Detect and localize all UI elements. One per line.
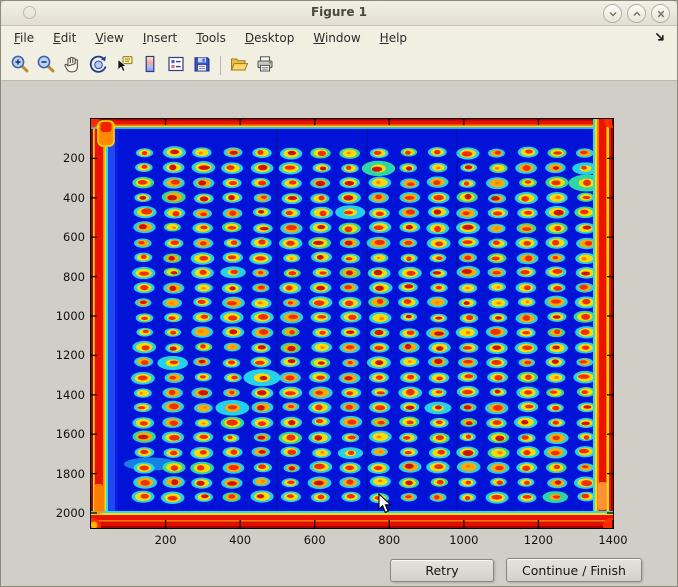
- x-tick-label: 600: [303, 533, 326, 547]
- x-tick-label: 800: [378, 533, 401, 547]
- retry-button[interactable]: Retry: [390, 559, 494, 582]
- window-menu-button[interactable]: [23, 6, 36, 19]
- insert-colorbar-icon: [140, 54, 160, 77]
- y-tick-label: 800: [63, 269, 85, 284]
- figure-canvas: Retry Continue / Finish 200 400 600 800 1000…: [1, 81, 677, 586]
- y-tick-label: 1800: [55, 466, 85, 481]
- zoom-out-button[interactable]: [33, 53, 59, 77]
- titlebar[interactable]: Figure 1: [1, 1, 677, 26]
- x-tick-label: 1000: [449, 533, 479, 547]
- y-tick-label: 1000: [55, 309, 85, 323]
- microarray-image[interactable]: [91, 119, 613, 528]
- x-tick-label: 1200: [523, 533, 554, 547]
- menu-edit[interactable]: Edit: [53, 31, 77, 45]
- figure-toolbar: [1, 50, 677, 81]
- open-icon: [229, 54, 249, 77]
- y-tick-label: 200: [63, 151, 85, 166]
- menu-file[interactable]: File: [14, 31, 35, 45]
- minimize-button[interactable]: [603, 4, 622, 23]
- menu-desktop[interactable]: Desktop: [244, 31, 295, 45]
- y-tick-label: 1200: [55, 348, 85, 363]
- print-button[interactable]: [252, 53, 278, 77]
- zoom-in-icon: [10, 54, 30, 77]
- close-button[interactable]: [651, 4, 670, 23]
- insert-legend-icon: [166, 54, 186, 77]
- zoom-out-icon: [36, 54, 56, 77]
- x-tick-label: 1400: [598, 533, 628, 547]
- window-title: Figure 1: [310, 5, 368, 19]
- rotate-3d-icon: [88, 54, 108, 77]
- menu-insert[interactable]: Insert: [142, 31, 178, 45]
- data-cursor-icon: [114, 54, 134, 77]
- toolbar-separator: [220, 55, 221, 75]
- save-button[interactable]: [189, 53, 215, 77]
- menubar: File Edit View Insert Tools Desktop Window Help: [1, 26, 677, 50]
- y-tick-label: 2000: [55, 506, 85, 521]
- window-controls: [603, 4, 670, 23]
- pan-icon: [62, 54, 82, 77]
- y-tick-label: 400: [63, 190, 85, 205]
- rotate-3d-button[interactable]: [85, 53, 111, 77]
- menu-help[interactable]: Help: [379, 31, 408, 45]
- menu-view[interactable]: View: [95, 31, 124, 45]
- x-tick-label: 400: [229, 533, 252, 547]
- open-button[interactable]: [226, 53, 252, 77]
- zoom-in-button[interactable]: [7, 53, 33, 77]
- maximize-button[interactable]: [627, 4, 646, 23]
- y-tick-label: 1600: [55, 427, 85, 442]
- dock-arrow-icon[interactable]: [655, 32, 666, 46]
- y-tick-label: 600: [63, 230, 85, 245]
- print-icon: [255, 54, 275, 77]
- pan-button[interactable]: [59, 53, 85, 77]
- x-tick-label: 200: [154, 533, 177, 547]
- save-icon: [192, 54, 212, 77]
- data-cursor-button[interactable]: [111, 53, 137, 77]
- insert-legend-button[interactable]: [163, 53, 189, 77]
- menu-window[interactable]: Window: [313, 31, 361, 45]
- insert-colorbar-button[interactable]: [137, 53, 163, 77]
- continue-finish-button[interactable]: Continue / Finish: [506, 558, 642, 582]
- plot-axes[interactable]: [90, 118, 614, 529]
- menu-tools[interactable]: Tools: [196, 31, 226, 45]
- y-tick-label: 1400: [55, 387, 85, 402]
